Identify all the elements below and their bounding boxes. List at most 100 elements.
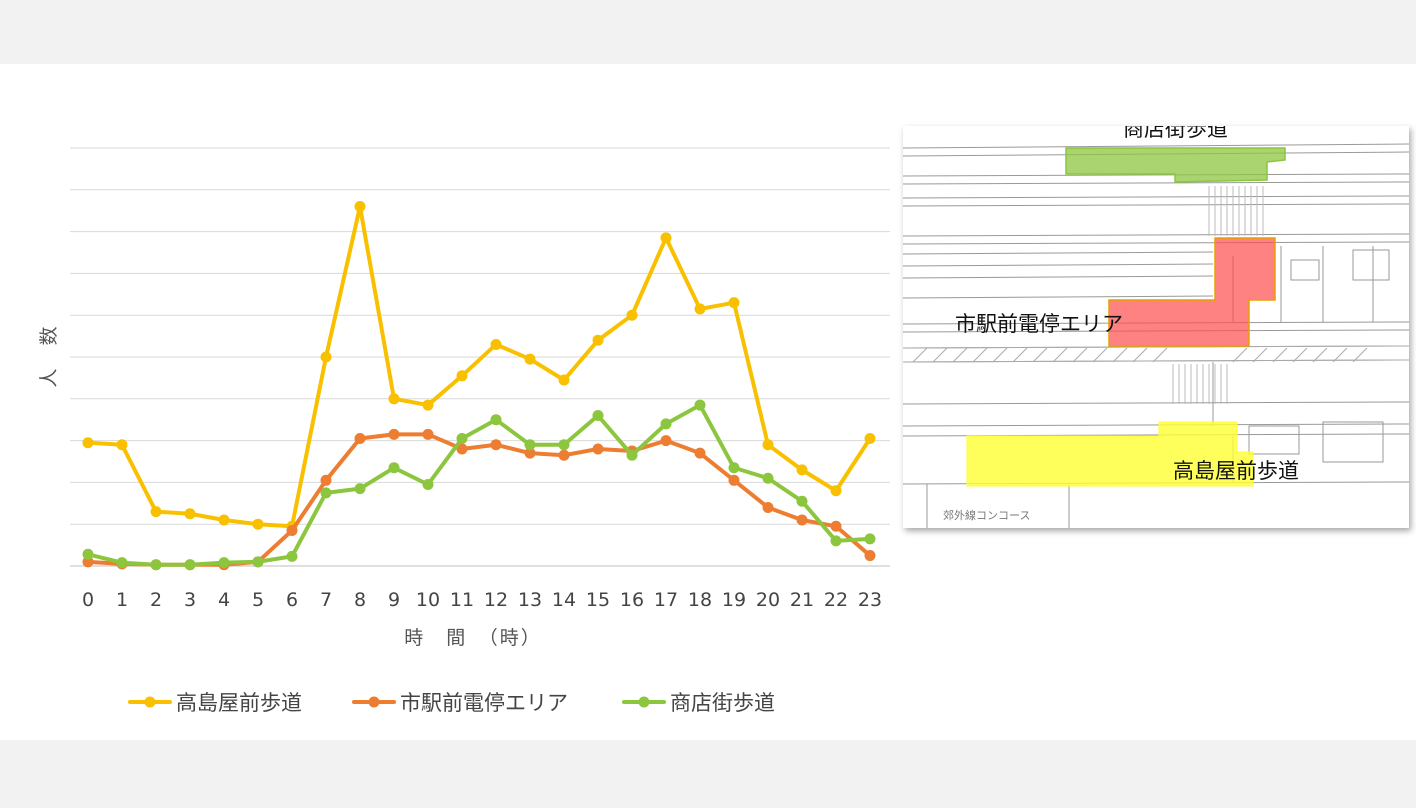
data-point: [252, 518, 264, 530]
data-point: [762, 472, 774, 484]
x-tick-label: 4: [218, 589, 230, 611]
x-tick-label: 20: [756, 589, 780, 611]
x-tick-label: 13: [518, 589, 542, 611]
data-point: [626, 449, 638, 461]
data-point: [422, 428, 434, 440]
data-point: [320, 351, 332, 363]
data-point: [320, 474, 332, 486]
data-point: [388, 393, 400, 405]
data-point: [694, 447, 706, 459]
series-line: [86, 204, 872, 529]
map-label-shotengai: 商店街歩道: [1123, 126, 1228, 141]
data-point: [558, 449, 570, 461]
legend-swatch-marker: [368, 696, 380, 708]
data-point: [286, 550, 298, 562]
data-point: [116, 557, 128, 569]
data-point: [796, 464, 808, 476]
x-tick-label: 21: [790, 589, 814, 611]
crosswalks: [1172, 186, 1264, 404]
data-point: [830, 535, 842, 547]
map-label-concourse: 郊外線コンコース: [943, 508, 1030, 522]
x-tick-label: 19: [722, 589, 746, 611]
data-point: [184, 559, 196, 571]
data-point: [490, 414, 502, 426]
data-point: [286, 524, 298, 536]
data-point: [354, 201, 366, 213]
legend-swatch-marker: [144, 696, 156, 708]
x-tick-label: 5: [252, 589, 264, 611]
x-tick-label: 8: [354, 589, 366, 611]
station-map: 商店街歩道 市駅前電停エリア 高島屋前歩道 郊外線コンコース: [902, 117, 1410, 528]
data-point: [150, 559, 162, 571]
y-axis-title: 人 数: [38, 324, 60, 387]
data-point: [728, 474, 740, 486]
data-point: [524, 447, 536, 459]
x-tick-label: 0: [82, 589, 94, 611]
x-tick-label: 11: [450, 589, 474, 611]
shotengai-zone: [1065, 147, 1286, 183]
data-point: [592, 410, 604, 422]
data-point: [456, 443, 468, 455]
data-point: [422, 478, 434, 490]
data-point: [762, 439, 774, 451]
shieki-zone: [1108, 237, 1276, 347]
data-point: [388, 428, 400, 440]
x-tick-label: 18: [688, 589, 712, 611]
x-tick-label: 7: [320, 589, 332, 611]
series-1: [82, 428, 876, 571]
x-axis-title: 時 間 （時）: [404, 627, 542, 649]
data-point: [320, 487, 332, 499]
data-point: [490, 338, 502, 350]
data-point: [524, 353, 536, 365]
x-tick-label: 3: [184, 589, 196, 611]
line-chart: 0 1 2 3 4 5 6 7 8 9 10 11 12 13 14 15 16 17 18 19 20 21 22 23 時…: [38, 147, 890, 715]
x-tick-label: 23: [858, 589, 882, 611]
series-line: [86, 403, 872, 567]
x-tick-label: 1: [116, 589, 128, 611]
data-point: [218, 514, 230, 526]
x-tick-label: 14: [552, 589, 576, 611]
data-point: [456, 370, 468, 382]
x-tick-label: 2: [150, 589, 162, 611]
data-point: [660, 435, 672, 447]
data-point: [354, 483, 366, 495]
x-tick-label: 12: [484, 589, 508, 611]
x-tick-label: 22: [824, 589, 848, 611]
data-point: [82, 556, 94, 568]
data-point: [592, 334, 604, 346]
data-point: [82, 548, 94, 560]
data-point: [422, 399, 434, 411]
legend-label: 商店街歩道: [670, 691, 775, 715]
data-point: [762, 501, 774, 513]
map-label-takashimaya: 高島屋前歩道: [1173, 459, 1299, 483]
series-line: [86, 432, 872, 567]
legend-label: 高島屋前歩道: [176, 691, 302, 715]
data-point: [116, 439, 128, 451]
data-point: [864, 533, 876, 545]
data-point: [694, 303, 706, 315]
data-point: [864, 550, 876, 562]
data-point: [150, 506, 162, 518]
x-tick-labels: 0 1 2 3 4 5 6 7 8 9 10 11 12 13 14 15 16 17 18 19 20 21 22 23: [82, 589, 882, 611]
data-point: [388, 462, 400, 474]
content-panel: 0 1 2 3 4 5 6 7 8 9 10 11 12 13 14 15 16 17 18 19 20 21 22 23 時…: [0, 64, 1416, 740]
data-point: [694, 399, 706, 411]
data-point: [558, 374, 570, 386]
takashimaya-zone: [966, 421, 1254, 487]
data-point: [524, 439, 536, 451]
series-2: [82, 399, 876, 571]
hatched-band: [902, 345, 1410, 363]
series-layer: [82, 201, 876, 571]
data-point: [864, 433, 876, 445]
data-point: [728, 297, 740, 309]
legend-label: 市駅前電停エリア: [400, 691, 568, 715]
data-point: [354, 433, 366, 445]
x-tick-label: 10: [416, 589, 440, 611]
data-point: [558, 439, 570, 451]
data-point: [592, 443, 604, 455]
map-label-shieki: 市駅前電停エリア: [955, 312, 1123, 336]
data-point: [830, 485, 842, 497]
data-point: [660, 232, 672, 244]
data-point: [218, 557, 230, 569]
data-point: [796, 495, 808, 507]
